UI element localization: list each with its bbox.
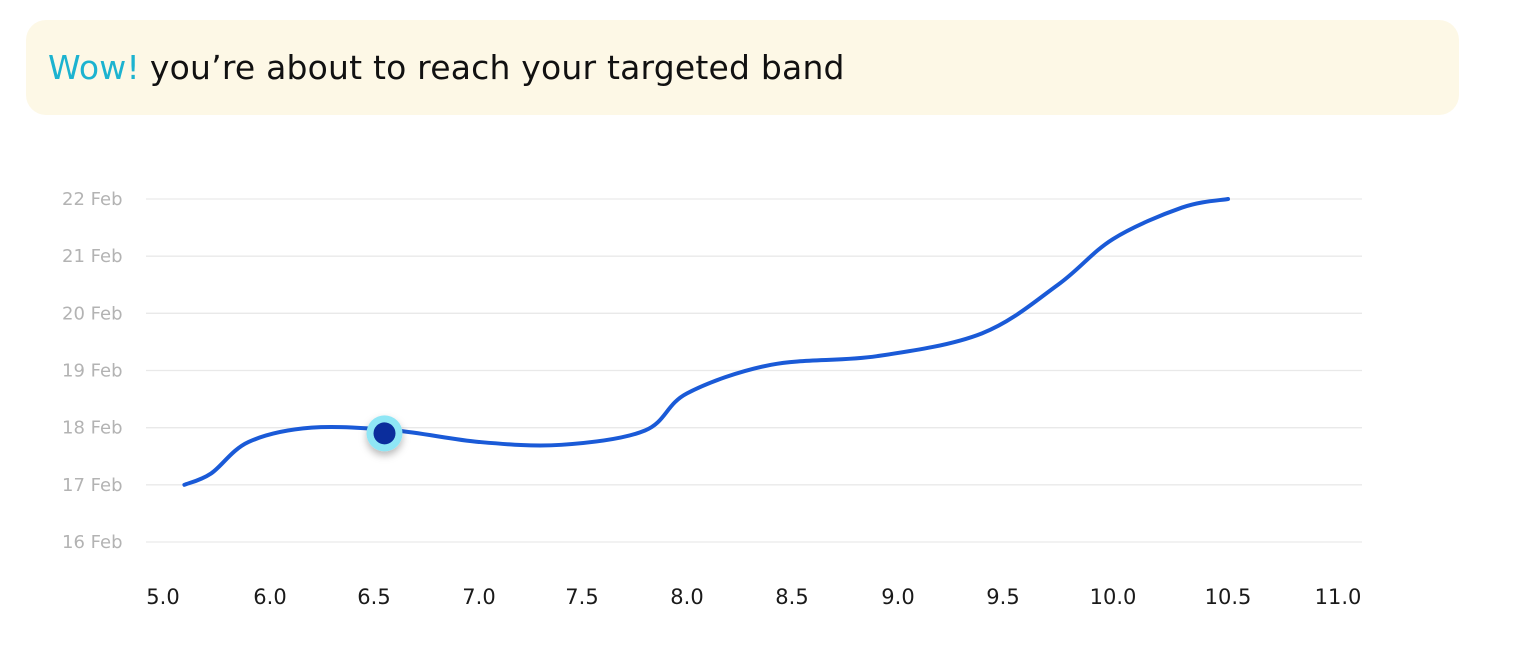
banner-message: you’re about to reach your targeted band: [149, 48, 845, 87]
target-band-banner: Wow! you’re about to reach your targeted…: [26, 20, 1459, 115]
x-tick-label: 8.0: [670, 585, 703, 609]
current-point-marker[interactable]: [366, 415, 403, 452]
y-tick-label: 20 Feb: [62, 303, 123, 324]
y-tick-label: 17 Feb: [62, 475, 123, 496]
x-tick-label: 11.0: [1315, 585, 1362, 609]
x-tick-label: 7.5: [565, 585, 598, 609]
series-line: [182, 197, 1230, 487]
x-tick-label: 9.5: [986, 585, 1019, 609]
y-tick-label: 19 Feb: [62, 361, 123, 382]
x-tick-label: 8.5: [775, 585, 808, 609]
y-tick-label: 18 Feb: [62, 418, 123, 439]
y-tick-label: 16 Feb: [62, 532, 123, 553]
x-tick-label: 6.0: [253, 585, 286, 609]
x-tick-label: 5.0: [146, 585, 179, 609]
y-tick-label: 21 Feb: [62, 246, 123, 267]
y-tick-label: 22 Feb: [62, 189, 123, 210]
x-tick-label: 9.0: [881, 585, 914, 609]
marker-dot: [373, 422, 396, 445]
x-tick-label: 10.5: [1205, 585, 1252, 609]
x-tick-label: 10.0: [1090, 585, 1137, 609]
x-tick-label: 6.5: [357, 585, 390, 609]
banner-highlight: Wow!: [48, 48, 140, 87]
x-tick-label: 7.0: [462, 585, 495, 609]
